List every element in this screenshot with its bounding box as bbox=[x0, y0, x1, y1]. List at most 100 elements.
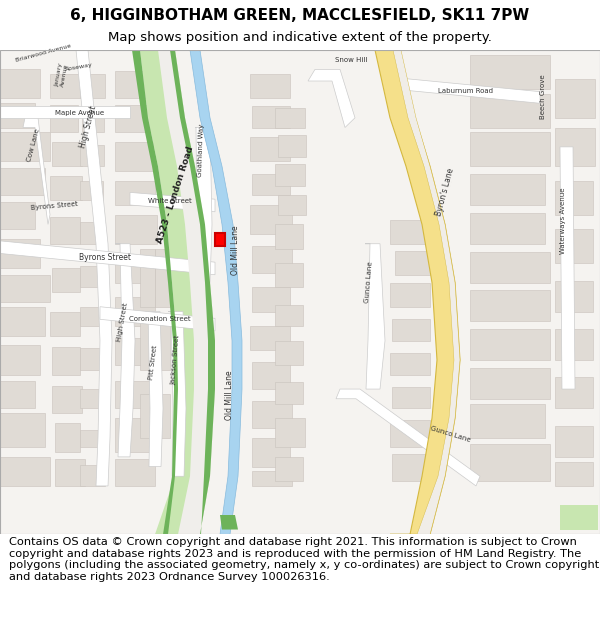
Bar bbox=[390, 353, 430, 374]
Text: Waterways Avenue: Waterways Avenue bbox=[560, 188, 566, 254]
Bar bbox=[0, 413, 45, 447]
Bar bbox=[50, 217, 80, 244]
Bar bbox=[252, 471, 292, 486]
Bar bbox=[555, 329, 593, 360]
Bar bbox=[555, 281, 593, 311]
Bar bbox=[0, 275, 50, 302]
Bar bbox=[252, 174, 290, 195]
Bar bbox=[470, 132, 550, 166]
Bar bbox=[80, 74, 105, 98]
Bar bbox=[50, 74, 80, 98]
Bar bbox=[275, 164, 305, 186]
Bar bbox=[50, 105, 78, 132]
Text: Briarwood Avenue: Briarwood Avenue bbox=[15, 43, 72, 63]
Bar bbox=[275, 382, 303, 404]
Bar bbox=[55, 423, 80, 452]
Bar bbox=[470, 174, 545, 205]
Polygon shape bbox=[390, 77, 540, 103]
Bar bbox=[0, 69, 40, 98]
Text: Gunco Lane: Gunco Lane bbox=[430, 426, 472, 443]
Bar bbox=[80, 348, 104, 369]
Bar bbox=[392, 319, 430, 341]
Bar bbox=[275, 263, 303, 288]
Bar bbox=[250, 326, 290, 350]
Text: White Street: White Street bbox=[148, 198, 192, 204]
Bar bbox=[115, 418, 153, 452]
Bar bbox=[395, 251, 433, 275]
Bar bbox=[0, 103, 35, 127]
Bar bbox=[115, 105, 157, 132]
Bar bbox=[275, 418, 305, 447]
Text: Pitt Street: Pitt Street bbox=[148, 345, 158, 381]
Bar bbox=[392, 454, 430, 481]
Bar bbox=[0, 346, 40, 374]
Bar bbox=[392, 387, 430, 409]
Bar bbox=[275, 341, 303, 365]
Polygon shape bbox=[72, 50, 112, 486]
Bar bbox=[275, 224, 303, 249]
Bar bbox=[0, 307, 45, 336]
Polygon shape bbox=[100, 307, 215, 331]
Bar bbox=[115, 256, 153, 282]
Text: Cow Lane: Cow Lane bbox=[26, 128, 40, 162]
Bar bbox=[252, 438, 290, 466]
Bar bbox=[250, 74, 290, 98]
Polygon shape bbox=[365, 244, 385, 389]
Text: Contains OS data © Crown copyright and database right 2021. This information is : Contains OS data © Crown copyright and d… bbox=[9, 537, 599, 582]
Polygon shape bbox=[560, 147, 575, 389]
Bar bbox=[278, 135, 306, 156]
Bar bbox=[390, 420, 430, 447]
Polygon shape bbox=[190, 50, 242, 534]
Bar bbox=[252, 401, 292, 428]
Bar bbox=[278, 195, 306, 214]
Text: Beech Grove: Beech Grove bbox=[540, 74, 546, 119]
Polygon shape bbox=[132, 50, 178, 534]
Text: January
Avenue: January Avenue bbox=[55, 62, 70, 88]
Text: Map shows position and indicative extent of the property.: Map shows position and indicative extent… bbox=[108, 31, 492, 44]
Bar bbox=[470, 368, 550, 399]
Text: Maple Avenue: Maple Avenue bbox=[55, 110, 104, 116]
Bar bbox=[275, 108, 305, 127]
Bar bbox=[252, 246, 292, 272]
Bar bbox=[115, 181, 155, 205]
Bar bbox=[0, 239, 40, 268]
Bar bbox=[250, 205, 292, 234]
Bar bbox=[470, 290, 550, 321]
Bar bbox=[115, 459, 155, 486]
Bar bbox=[252, 288, 290, 311]
Text: Jackson Street: Jackson Street bbox=[171, 335, 181, 385]
Bar bbox=[252, 362, 290, 389]
Bar bbox=[470, 251, 550, 282]
Bar bbox=[155, 394, 170, 438]
Bar bbox=[0, 168, 45, 195]
Polygon shape bbox=[115, 244, 135, 457]
Bar bbox=[0, 202, 35, 229]
Bar bbox=[140, 249, 155, 307]
Bar bbox=[55, 459, 85, 486]
Bar bbox=[555, 462, 593, 486]
Bar bbox=[470, 213, 545, 244]
Bar bbox=[80, 464, 105, 486]
Bar bbox=[390, 219, 430, 244]
Polygon shape bbox=[170, 50, 215, 534]
Bar bbox=[252, 106, 290, 128]
Bar bbox=[0, 457, 50, 486]
Bar bbox=[80, 181, 103, 200]
Bar bbox=[470, 94, 550, 128]
Bar bbox=[155, 321, 170, 369]
Bar bbox=[470, 329, 550, 360]
Bar bbox=[215, 233, 225, 246]
Bar bbox=[80, 307, 102, 326]
Bar bbox=[470, 444, 550, 481]
Polygon shape bbox=[23, 118, 50, 224]
Polygon shape bbox=[158, 50, 215, 534]
Text: A523 - London Road: A523 - London Road bbox=[155, 146, 195, 245]
Bar bbox=[52, 142, 82, 166]
Text: High Street: High Street bbox=[116, 302, 128, 342]
Text: Goathland Way: Goathland Way bbox=[197, 124, 205, 177]
Bar bbox=[52, 348, 80, 374]
Bar bbox=[115, 297, 155, 326]
Text: Old Mill Lane: Old Mill Lane bbox=[226, 371, 235, 420]
Bar bbox=[115, 338, 153, 365]
Polygon shape bbox=[145, 311, 163, 466]
